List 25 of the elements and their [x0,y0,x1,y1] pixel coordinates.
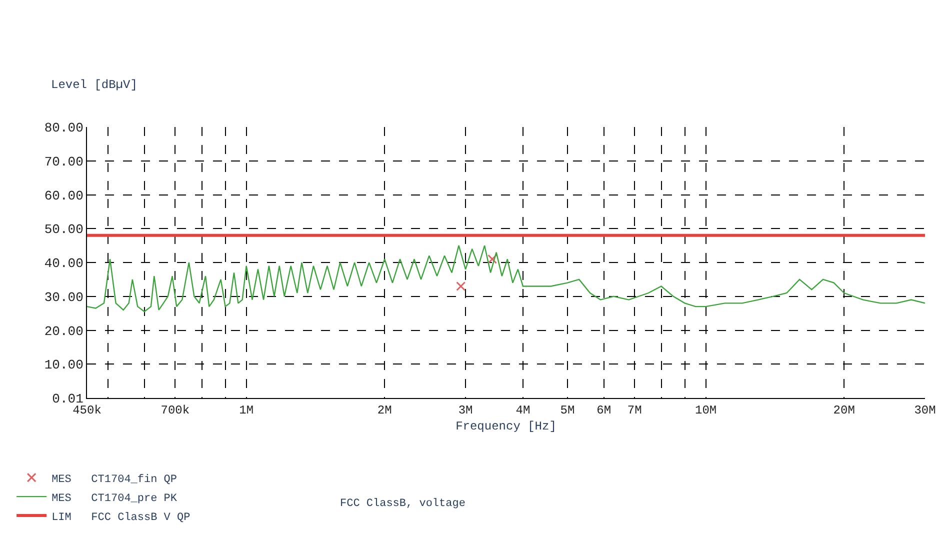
text: FCC ClassB, voltage [340,498,466,510]
x-tick-label: 4M [516,403,530,418]
y-tick-label: 10.00 [44,358,84,373]
x-tick-label: 6M [596,403,612,418]
x-tick-label: 5M [560,403,575,418]
x-tick-label: 30M [914,403,936,418]
x-tick-label: 7M [627,403,642,418]
x-axis-title: Frequency [Hz] [456,419,556,434]
y-tick-label: 60.00 [44,188,84,204]
x-tick-label: 20M [833,403,855,418]
legend-label: MES CT1704_pre PK [52,492,178,505]
y-tick-label: 30.00 [44,290,84,305]
y-tick-label: 20.00 [44,324,84,339]
y-tick-label: 50.00 [44,222,84,238]
x-tick-label: 3M [458,403,473,418]
y-tick-label: 70.00 [44,154,84,170]
x-tick-label: 700k [160,403,190,418]
x-tick-label: 2M [377,403,392,418]
x-tick-label: 1M [239,403,254,418]
x-tick-label: 10M [694,403,717,418]
legend-label: MES CT1704_fin QP [52,474,178,486]
y-axis-title: Level [dBµV] [51,78,138,92]
y-tick-label: 80.00 [44,120,84,136]
legend-label: LIM FCC ClassB V QP [52,512,191,524]
y-tick-label: 40.00 [44,256,84,272]
